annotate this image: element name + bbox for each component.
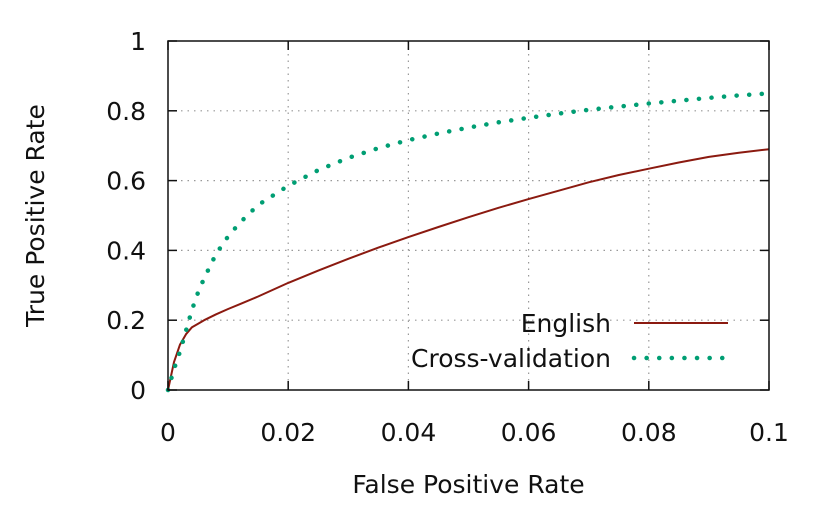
x-tick-label: 0.1: [749, 418, 789, 447]
x-tick-label: 0: [160, 418, 176, 447]
y-tick-label: 0.8: [106, 97, 146, 126]
legend: English Cross-validation: [411, 309, 731, 373]
x-tick-label: 0.06: [501, 418, 557, 447]
x-tick-label: 0.04: [381, 418, 437, 447]
y-tick-label: 1: [130, 27, 146, 56]
y-tick-label: 0.6: [106, 167, 146, 196]
plot-frame: [167, 40, 770, 391]
tick-layer: 0 0.02 0.04 0.06 0.08 0.1 0 0.2 0.4 0.6 0.8 1: [106, 27, 789, 447]
x-axis-title: False Positive Rate: [352, 470, 584, 499]
series-line-cross-validation: [165, 91, 772, 393]
series-layer: [165, 91, 772, 393]
x-tick-label: 0.02: [260, 418, 316, 447]
legend-label-cross-validation: Cross-validation: [411, 344, 611, 373]
legend-label-english: English: [521, 309, 611, 338]
grid-layer: [168, 41, 769, 390]
y-tick-label: 0: [130, 376, 146, 405]
series-line-english: [167, 148, 770, 391]
x-tick-label: 0.08: [621, 418, 677, 447]
y-axis-title: True Positive Rate: [21, 104, 50, 328]
y-tick-label: 0.2: [106, 306, 146, 335]
y-tick-label: 0.4: [106, 236, 146, 265]
